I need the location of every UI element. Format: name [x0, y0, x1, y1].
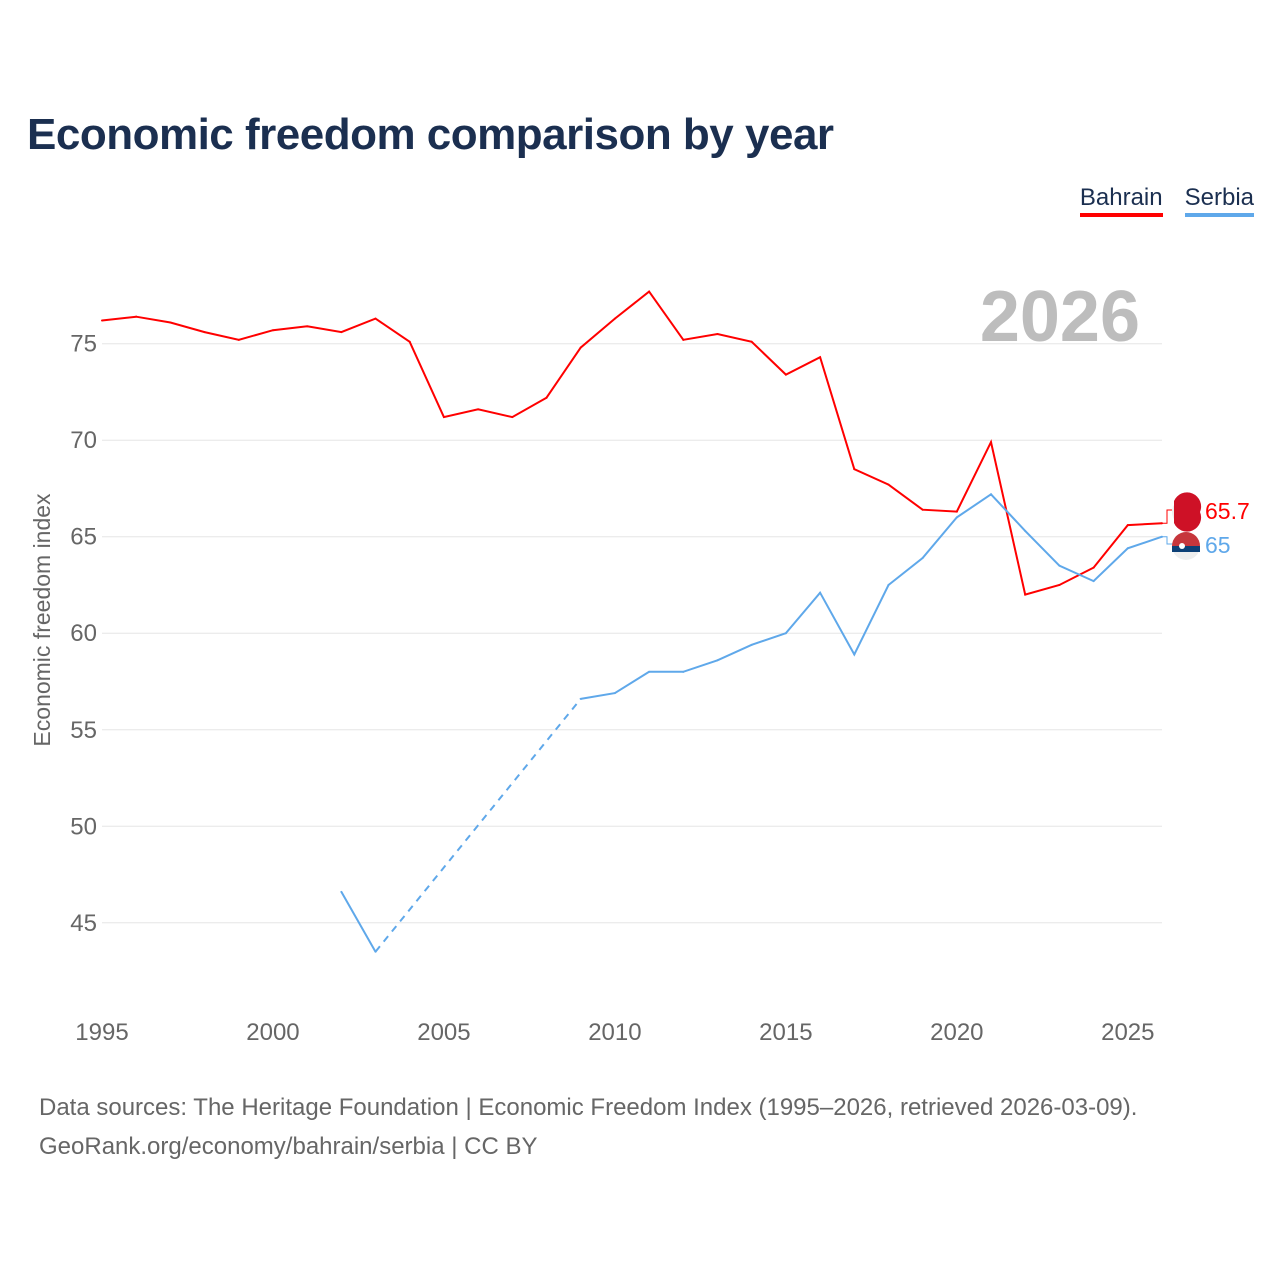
data-point-serbia — [750, 643, 753, 646]
data-point-bahrain — [648, 290, 651, 293]
data-point-bahrain — [237, 338, 240, 341]
data-point-serbia — [853, 653, 856, 656]
y-tick-label: 55 — [70, 717, 97, 744]
data-point-bahrain — [1058, 583, 1061, 586]
data-point-serbia — [613, 692, 616, 695]
source-note: Data sources: The Heritage Foundation | … — [39, 1088, 1137, 1166]
data-point-bahrain — [784, 373, 787, 376]
y-tick-label: 70 — [70, 427, 97, 454]
series-line-bahrain — [101, 290, 1163, 596]
x-tick-label: 2005 — [417, 1019, 470, 1046]
data-point-serbia — [340, 890, 343, 893]
data-point-bahrain — [306, 325, 309, 328]
y-tick-label: 60 — [70, 620, 97, 647]
bahrain-flag-icon — [1172, 492, 1202, 532]
y-tick-label: 50 — [70, 813, 97, 840]
data-point-serbia — [716, 659, 719, 662]
data-point-bahrain — [750, 340, 753, 343]
y-tick-label: 75 — [70, 331, 97, 358]
x-tick-label: 2020 — [930, 1019, 983, 1046]
data-point-bahrain — [203, 331, 206, 334]
data-point-bahrain — [477, 408, 480, 411]
legend: Bahrain Serbia — [1079, 184, 1254, 217]
x-tick-label: 2010 — [588, 1019, 641, 1046]
data-point-serbia — [1092, 580, 1095, 583]
data-point-bahrain — [853, 468, 856, 471]
x-tick-label: 2015 — [759, 1019, 812, 1046]
data-point-serbia — [648, 670, 651, 673]
y-tick-label: 45 — [70, 910, 97, 937]
end-value-label-serbia: 65 — [1205, 532, 1231, 558]
data-point-bahrain — [887, 483, 890, 486]
data-point-serbia — [682, 670, 685, 673]
series-line-serbia — [340, 492, 1163, 953]
chart-title: Economic freedom comparison by year — [27, 110, 834, 159]
data-point-bahrain — [408, 340, 411, 343]
end-connector-serbia — [1162, 536, 1172, 545]
data-point-serbia — [1126, 547, 1129, 550]
data-point-bahrain — [990, 441, 993, 444]
data-point-bahrain — [340, 331, 343, 334]
x-tick-label: 1995 — [75, 1019, 128, 1046]
legend-bahrain[interactable]: Bahrain — [1079, 184, 1163, 217]
source-line-2[interactable]: GeoRank.org/economy/bahrain/serbia | CC … — [39, 1133, 538, 1160]
data-point-bahrain — [682, 338, 685, 341]
data-point-serbia — [579, 697, 582, 700]
data-point-bahrain — [955, 510, 958, 513]
data-point-bahrain — [545, 396, 548, 399]
y-axis-label: Economic freedom index — [29, 493, 55, 747]
data-point-bahrain — [271, 329, 274, 332]
data-point-bahrain — [613, 317, 616, 320]
data-point-bahrain — [374, 317, 377, 320]
data-point-bahrain — [169, 321, 172, 324]
series-gap-serbia — [374, 698, 582, 953]
year-watermark: 2026 — [980, 277, 1140, 357]
data-point-serbia — [374, 950, 377, 953]
data-point-bahrain — [442, 416, 445, 419]
data-point-bahrain — [511, 416, 514, 419]
data-point-bahrain — [101, 319, 103, 322]
data-point-serbia — [990, 493, 993, 496]
source-line-1: Data sources: The Heritage Foundation | … — [39, 1094, 1138, 1121]
data-point-serbia — [1024, 529, 1027, 532]
data-point-bahrain — [819, 356, 822, 359]
data-point-bahrain — [1024, 593, 1027, 596]
end-value-label-bahrain: 65.7 — [1205, 498, 1250, 524]
data-point-serbia — [819, 591, 822, 594]
data-point-bahrain — [135, 315, 138, 318]
data-point-bahrain — [921, 508, 924, 511]
data-point-bahrain — [1092, 566, 1095, 569]
legend-serbia[interactable]: Serbia — [1184, 184, 1254, 217]
data-point-serbia — [887, 583, 890, 586]
data-point-bahrain — [1126, 524, 1129, 527]
data-point-serbia — [1058, 564, 1061, 567]
y-tick-label: 65 — [70, 524, 97, 551]
data-point-bahrain — [716, 333, 719, 336]
serbia-flag-icon — [1172, 532, 1200, 560]
data-point-serbia — [921, 556, 924, 559]
x-tick-label: 2025 — [1101, 1019, 1154, 1046]
data-point-serbia — [955, 516, 958, 519]
data-point-bahrain — [579, 346, 582, 349]
x-tick-label: 2000 — [246, 1019, 299, 1046]
end-connector-bahrain — [1162, 509, 1172, 524]
data-point-serbia — [784, 632, 787, 635]
